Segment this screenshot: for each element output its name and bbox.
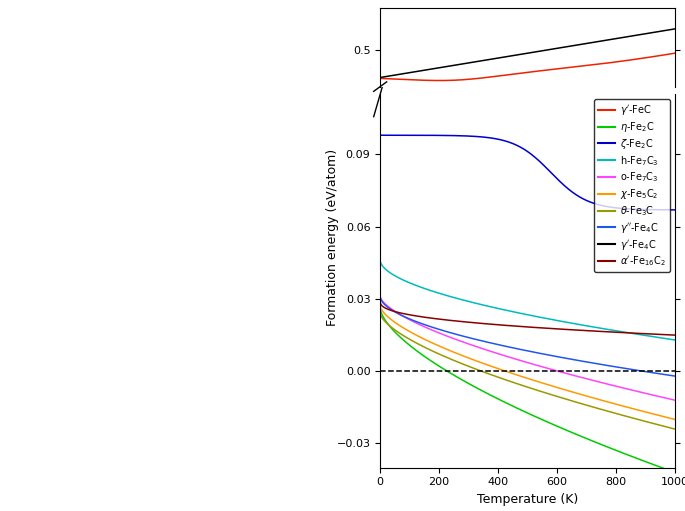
- $\alpha'$-Fe$_{16}$C$_2$: [599, 329, 608, 335]
- Line: $\alpha'$-Fe$_{16}$C$_2$: $\alpha'$-Fe$_{16}$C$_2$: [380, 301, 675, 335]
- $\alpha'$-Fe$_{16}$C$_2$: [671, 332, 679, 338]
- $\eta$-Fe$_2$C: [394, 332, 402, 338]
- $\alpha'$-Fe$_{16}$C$_2$: [547, 326, 556, 332]
- $\alpha'$-Fe$_{16}$C$_2$: [376, 298, 384, 305]
- h-Fe$_7$C$_3$: [630, 331, 638, 337]
- $\theta$-Fe$_3$C: [394, 329, 402, 335]
- $\chi$-Fe$_5$C$_2$: [394, 321, 402, 328]
- o-Fe$_7$C$_3$: [376, 293, 384, 299]
- $\chi$-Fe$_5$C$_2$: [547, 383, 556, 389]
- $\eta$-Fe$_2$C: [599, 443, 608, 449]
- $\zeta$-Fe$_2$C: [599, 203, 608, 209]
- $\eta$-Fe$_2$C: [671, 469, 679, 475]
- $\eta$-Fe$_2$C: [555, 424, 563, 430]
- o-Fe$_7$C$_3$: [394, 310, 402, 316]
- $\theta$-Fe$_3$C: [555, 394, 563, 400]
- $\zeta$-Fe$_2$C: [564, 185, 572, 192]
- $\gamma''$-Fe$_4$C: [394, 311, 402, 317]
- $\theta$-Fe$_3$C: [599, 407, 608, 413]
- $\gamma''$-Fe$_4$C: [599, 362, 608, 368]
- h-Fe$_7$C$_3$: [555, 318, 563, 324]
- o-Fe$_7$C$_3$: [547, 366, 556, 373]
- h-Fe$_7$C$_3$: [599, 326, 608, 332]
- $\zeta$-Fe$_2$C: [547, 170, 556, 176]
- $\eta$-Fe$_2$C: [376, 306, 384, 312]
- h-Fe$_7$C$_3$: [547, 316, 556, 322]
- o-Fe$_7$C$_3$: [630, 387, 638, 393]
- $\alpha'$-Fe$_{16}$C$_2$: [630, 330, 638, 336]
- $\gamma''$-Fe$_4$C: [564, 356, 572, 362]
- Text: Formation energy (eV/atom): Formation energy (eV/atom): [326, 149, 338, 326]
- $\zeta$-Fe$_2$C: [555, 177, 563, 183]
- Line: o-Fe$_7$C$_3$: o-Fe$_7$C$_3$: [380, 296, 675, 400]
- $\theta$-Fe$_3$C: [547, 391, 556, 398]
- $\eta$-Fe$_2$C: [630, 454, 638, 460]
- h-Fe$_7$C$_3$: [564, 319, 572, 326]
- $\zeta$-Fe$_2$C: [671, 207, 679, 213]
- o-Fe$_7$C$_3$: [564, 371, 572, 377]
- $\eta$-Fe$_2$C: [564, 428, 572, 434]
- $\gamma''$-Fe$_4$C: [376, 293, 384, 299]
- $\chi$-Fe$_5$C$_2$: [555, 385, 563, 391]
- X-axis label: Temperature (K): Temperature (K): [477, 493, 578, 506]
- $\zeta$-Fe$_2$C: [630, 206, 638, 212]
- Line: $\chi$-Fe$_5$C$_2$: $\chi$-Fe$_5$C$_2$: [380, 306, 675, 420]
- $\chi$-Fe$_5$C$_2$: [671, 416, 679, 423]
- Line: $\eta$-Fe$_2$C: $\eta$-Fe$_2$C: [380, 309, 675, 472]
- $\chi$-Fe$_5$C$_2$: [564, 387, 572, 393]
- Line: $\zeta$-Fe$_2$C: $\zeta$-Fe$_2$C: [380, 135, 675, 210]
- h-Fe$_7$C$_3$: [671, 337, 679, 343]
- $\alpha'$-Fe$_{16}$C$_2$: [564, 327, 572, 333]
- $\gamma''$-Fe$_4$C: [630, 367, 638, 373]
- $\chi$-Fe$_5$C$_2$: [630, 406, 638, 412]
- $\zeta$-Fe$_2$C: [376, 132, 384, 138]
- $\alpha'$-Fe$_{16}$C$_2$: [555, 326, 563, 332]
- Line: $\gamma''$-Fe$_4$C: $\gamma''$-Fe$_4$C: [380, 296, 675, 376]
- Line: $\theta$-Fe$_3$C: $\theta$-Fe$_3$C: [380, 313, 675, 429]
- $\chi$-Fe$_5$C$_2$: [376, 303, 384, 309]
- $\zeta$-Fe$_2$C: [394, 132, 402, 138]
- $\gamma''$-Fe$_4$C: [555, 354, 563, 360]
- $\chi$-Fe$_5$C$_2$: [599, 398, 608, 404]
- $\eta$-Fe$_2$C: [547, 421, 556, 427]
- $\theta$-Fe$_3$C: [671, 426, 679, 432]
- $\alpha'$-Fe$_{16}$C$_2$: [394, 309, 402, 315]
- $\gamma''$-Fe$_4$C: [547, 353, 556, 359]
- Line: h-Fe$_7$C$_3$: h-Fe$_7$C$_3$: [380, 261, 675, 340]
- $\theta$-Fe$_3$C: [376, 310, 384, 316]
- $\theta$-Fe$_3$C: [564, 397, 572, 403]
- h-Fe$_7$C$_3$: [376, 258, 384, 264]
- o-Fe$_7$C$_3$: [671, 397, 679, 403]
- Legend: $\gamma'$-FeC, $\eta$-Fe$_2$C, $\zeta$-Fe$_2$C, h-Fe$_7$C$_3$, o-Fe$_7$C$_3$, $\: $\gamma'$-FeC, $\eta$-Fe$_2$C, $\zeta$-F…: [594, 99, 670, 272]
- o-Fe$_7$C$_3$: [599, 380, 608, 386]
- h-Fe$_7$C$_3$: [394, 274, 402, 281]
- $\gamma''$-Fe$_4$C: [671, 373, 679, 379]
- $\theta$-Fe$_3$C: [630, 415, 638, 422]
- o-Fe$_7$C$_3$: [555, 368, 563, 375]
